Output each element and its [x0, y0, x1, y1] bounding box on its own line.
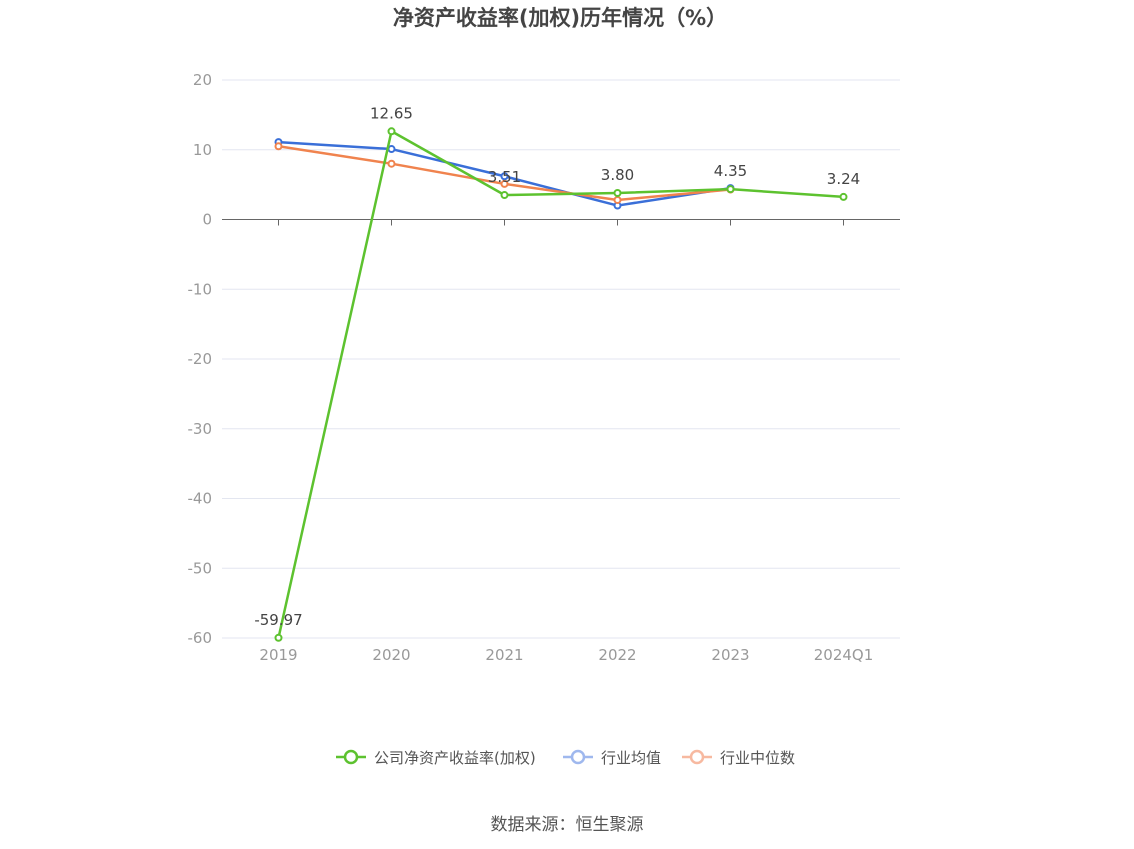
x-tick-label: 2023 — [711, 646, 749, 664]
series-line-0 — [277, 130, 844, 639]
series-point-0 — [726, 185, 735, 194]
x-tick-label: 2022 — [598, 646, 636, 664]
y-tick-label: -60 — [188, 629, 213, 647]
chart-title: 净资产收益率(加权)历年情况（%） — [393, 6, 727, 30]
series-point-0 — [387, 127, 396, 136]
legend-marker — [570, 749, 586, 765]
series-point-2 — [387, 159, 396, 168]
legend-label: 行业中位数 — [720, 749, 795, 767]
y-tick-label: -50 — [188, 559, 213, 577]
data-label: 3.51 — [488, 168, 521, 186]
series-point-2 — [500, 179, 509, 188]
data-label: 3.24 — [827, 170, 860, 188]
series-point-1 — [500, 172, 509, 181]
data-label: 12.65 — [370, 104, 413, 122]
series-point-0 — [274, 633, 283, 642]
legend[interactable]: 公司净资产收益率(加权) 行业均值 行业中位数 — [336, 749, 795, 767]
data-label: 3.80 — [601, 166, 634, 184]
x-axis: 2019 2020 2021 2022 2023 2024Q1 — [222, 219, 900, 664]
data-source: 数据来源：恒生聚源 — [491, 815, 644, 835]
y-tick-label: -10 — [188, 280, 213, 298]
x-tick-label: 2019 — [259, 646, 297, 664]
legend-item-2[interactable]: 行业中位数 — [682, 749, 795, 767]
y-tick-label: 10 — [193, 141, 212, 159]
legend-label: 行业均值 — [601, 749, 661, 767]
series-point-2 — [274, 142, 283, 151]
legend-item-0[interactable]: 公司净资产收益率(加权) — [336, 749, 536, 767]
data-label: 4.35 — [714, 162, 747, 180]
legend-marker — [343, 749, 359, 765]
x-tick-label: 2024Q1 — [814, 646, 874, 664]
series-point-0 — [500, 191, 509, 200]
series-point-0 — [613, 188, 622, 197]
series-point-0 — [839, 192, 848, 201]
y-tick-label: -20 — [188, 350, 213, 368]
y-axis: 20 10 0 -10 -20 -30 -40 -50 -60 — [188, 71, 213, 647]
grid — [222, 79, 900, 639]
y-tick-label: -30 — [188, 420, 213, 438]
series-point-2 — [613, 195, 622, 204]
series-point-1 — [387, 145, 396, 154]
legend-item-1[interactable]: 行业均值 — [563, 749, 661, 767]
y-tick-label: 20 — [193, 71, 212, 89]
legend-label: 公司净资产收益率(加权) — [374, 749, 536, 767]
data-labels: -59.97 12.65 3.51 3.80 4.35 3.24 — [254, 104, 860, 629]
legend-marker — [689, 749, 705, 765]
series-layer — [274, 127, 848, 642]
data-label: -59.97 — [254, 611, 302, 629]
y-tick-label: 0 — [202, 211, 212, 229]
x-tick-label: 2021 — [485, 646, 523, 664]
y-tick-label: -40 — [188, 490, 213, 508]
x-tick-label: 2020 — [372, 646, 410, 664]
